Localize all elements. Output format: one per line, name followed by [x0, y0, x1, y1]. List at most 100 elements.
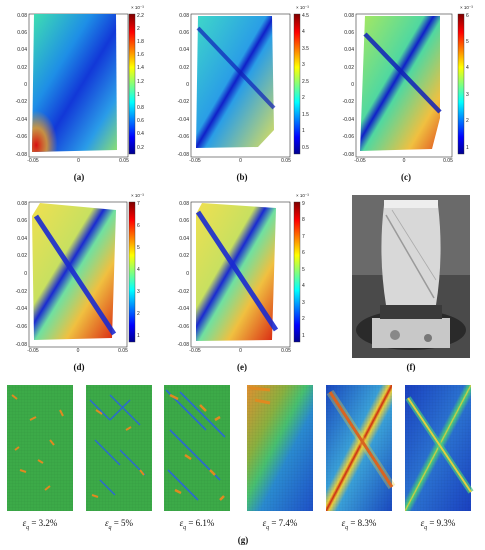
y-tick-label: 0.06	[17, 29, 27, 36]
x-tick-label: -0.05	[354, 158, 366, 164]
colorbar-tick-label: 3	[466, 91, 469, 98]
colorbar-tick-label: 2	[302, 95, 305, 101]
x-tick-label: 0	[77, 158, 80, 164]
panel-f-caption: (f)	[406, 362, 416, 372]
colorbar-tick-label: 3.5	[302, 45, 309, 52]
panel-b-caption: (b)	[236, 172, 248, 182]
y-tick-label: -0.06	[177, 134, 189, 141]
y-tick-label: -0.02	[15, 288, 27, 295]
colorbar-tick-label: 1	[302, 332, 305, 339]
panel-a-caption: (a)	[73, 172, 85, 182]
colorbar-tick-label: 4	[466, 65, 469, 72]
y-tick-label: 0.04	[17, 235, 27, 242]
panel-d-axes	[28, 201, 128, 348]
panel-a-plot	[28, 13, 136, 158]
colorbar-tick-label: 1	[302, 128, 305, 134]
panel-b-plot	[190, 13, 301, 158]
panel-c-field	[360, 16, 440, 151]
x-tick-label: 0	[239, 348, 242, 354]
strain-label-6: εq = 9.3%	[420, 518, 456, 531]
y-tick-label: 0.02	[179, 64, 189, 71]
strain-label-4: εq = 7.4%	[262, 518, 298, 531]
strain-panel-6	[405, 385, 474, 511]
colorbar-tick-label: 2	[137, 310, 140, 317]
panel-c-caption: (c)	[401, 172, 411, 182]
y-tick-label: -0.04	[15, 306, 27, 313]
colorbar-tick-label: 0.6	[137, 118, 144, 125]
y-tick-label: 0.02	[17, 253, 27, 260]
panel-g-caption: (g)	[237, 535, 249, 545]
x-tick-label: 0.05	[281, 348, 291, 354]
y-tick-label: 0.04	[179, 235, 189, 242]
panel-f-photo	[352, 195, 470, 358]
strain-panel-4	[247, 385, 313, 511]
colorbar-tick-label: 1.5	[302, 111, 309, 118]
y-tick-label: 0.02	[17, 64, 27, 71]
colorbar-tick-label: 1.6	[137, 52, 144, 59]
y-tick-label: -0.04	[342, 116, 354, 123]
colorbar-tick-label: 5	[137, 244, 140, 251]
colorbar-tick-label: 2	[466, 118, 469, 125]
strain-panel-3	[164, 385, 230, 511]
y-tick-label: -0.04	[15, 116, 27, 123]
colorbar-tick-label: 0.8	[137, 104, 144, 111]
colorbar-exponent: × 10⁻³	[296, 5, 309, 10]
x-tick-label: 0.05	[281, 158, 291, 164]
colorbar-exponent: × 10⁻³	[460, 5, 473, 10]
colorbar-tick-label: 7	[137, 200, 140, 207]
x-tick-label: -0.05	[189, 348, 201, 354]
colorbar-tick-label: 4.5	[302, 12, 309, 19]
panel-c-axes	[355, 13, 453, 158]
x-tick-label: 0	[239, 158, 242, 164]
colorbar-tick-label: 2.2	[137, 12, 144, 19]
y-tick-label: -0.02	[342, 99, 354, 106]
strain-panel-1	[7, 385, 73, 511]
y-tick-label: 0.06	[179, 218, 189, 225]
strain-panel-5	[326, 385, 396, 511]
panel-b-axes	[190, 13, 291, 158]
colorbar-tick-label: 5	[466, 38, 469, 45]
colorbar-tick-label: 2	[137, 25, 140, 32]
y-tick-label: 0.08	[17, 200, 27, 207]
y-tick-label: 0.06	[344, 29, 354, 36]
panel-b-colorbar	[293, 13, 301, 155]
colorbar-tick-label: 7	[302, 233, 305, 240]
y-tick-label: -0.08	[15, 341, 27, 348]
colorbar-tick-label: 4	[137, 266, 140, 273]
colorbar-exponent: × 10⁻³	[131, 193, 144, 198]
y-tick-label: -0.02	[15, 99, 27, 106]
y-tick-label: 0.04	[344, 47, 354, 54]
colorbar-tick-label: 1	[137, 332, 140, 339]
y-tick-label: -0.06	[177, 323, 189, 330]
y-tick-label: -0.02	[177, 99, 189, 106]
panel-c-colorbar	[457, 13, 465, 155]
colorbar-tick-label: 1	[466, 144, 469, 151]
y-tick-label: -0.08	[177, 341, 189, 348]
strain-label-5: εq = 8.3%	[341, 518, 377, 531]
colorbar-tick-label: 6	[466, 12, 469, 19]
colorbar-tick-label: 1	[137, 91, 140, 98]
y-tick-label: -0.02	[177, 288, 189, 295]
colorbar-tick-label: 6	[302, 250, 305, 256]
y-tick-label: -0.06	[15, 134, 27, 141]
y-tick-label: 0.02	[344, 64, 354, 71]
panel-e-axes	[190, 201, 291, 348]
y-tick-label: 0.06	[179, 29, 189, 36]
x-tick-label: -0.05	[189, 158, 201, 164]
specimen-sample	[381, 205, 441, 305]
x-tick-label: -0.05	[27, 158, 39, 164]
y-tick-label: 0	[186, 82, 189, 88]
colorbar-tick-label: 0.2	[137, 144, 144, 151]
y-tick-label: 0.08	[344, 12, 354, 19]
colorbar-tick-label: 3	[302, 62, 305, 68]
strain-label-1: εq = 3.2%	[22, 518, 58, 531]
colorbar-tick-label: 1.4	[137, 65, 144, 72]
colorbar-tick-label: 3	[302, 299, 305, 306]
y-tick-label: -0.04	[177, 306, 189, 313]
panel-c-plot	[355, 13, 465, 158]
colorbar-tick-label: 5	[302, 266, 305, 273]
colorbar-exponent: × 10⁻³	[296, 193, 309, 198]
x-tick-label: 0.05	[119, 158, 129, 164]
y-tick-label: 0.08	[17, 12, 27, 19]
y-tick-label: 0	[186, 271, 189, 277]
